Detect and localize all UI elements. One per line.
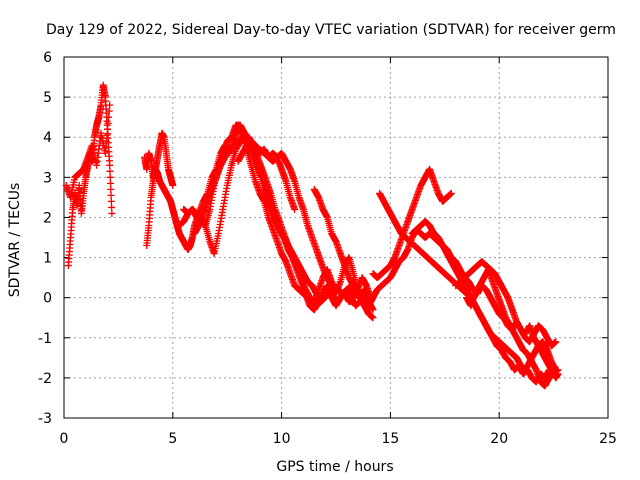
data-point: [108, 203, 116, 211]
y-tick-label: 2: [43, 210, 52, 226]
series-arc-2: [62, 101, 114, 201]
y-tick-label: 0: [43, 291, 52, 307]
data-point: [101, 149, 109, 157]
x-tick-label: 0: [60, 431, 69, 447]
data-point: [107, 185, 115, 193]
data-point: [104, 119, 112, 127]
y-tick-label: 6: [43, 50, 52, 66]
series-arc-1: [64, 81, 116, 270]
y-tick-label: 3: [43, 170, 52, 186]
data-point: [104, 125, 112, 133]
data-point: [169, 181, 177, 189]
y-axis-label: SDTVAR / TECUs: [7, 183, 23, 298]
data-point: [369, 314, 377, 322]
series-arc-9: [256, 145, 377, 314]
x-tick-label: 25: [599, 431, 617, 447]
plot-frame: [63, 56, 609, 419]
data-point: [291, 205, 299, 213]
data-point: [108, 209, 116, 217]
y-tick-label: -1: [38, 331, 52, 347]
x-tick-label: 5: [168, 431, 177, 447]
series-arc-12: [369, 165, 455, 282]
data-point: [106, 101, 114, 109]
data-point: [369, 306, 377, 314]
y-tick-label: 4: [43, 130, 52, 146]
grid-lines: [64, 57, 608, 418]
y-tick-label: 1: [43, 251, 52, 267]
y-tick-label: -3: [38, 411, 52, 427]
series-arc-14: [408, 225, 562, 382]
axis-ticks: 0 5 10 15 20 25 -3 -2 -1 0 1 2 3 4 5 6: [38, 50, 617, 447]
chart-title: Day 129 of 2022, Sidereal Day-to-day VTE…: [46, 22, 616, 38]
data-points: [62, 81, 562, 390]
data-point: [102, 143, 110, 151]
data-point: [447, 189, 455, 197]
data-point: [107, 191, 115, 199]
data-point: [103, 131, 111, 139]
series-arc-10: [310, 185, 357, 290]
x-tick-label: 20: [490, 431, 508, 447]
data-point: [105, 107, 113, 115]
data-point: [106, 161, 114, 169]
series-arc-3: [143, 129, 177, 250]
data-point: [106, 167, 114, 175]
data-point: [107, 197, 115, 205]
x-tick-label: 15: [381, 431, 399, 447]
data-point: [107, 179, 115, 187]
series-arc-13: [365, 217, 560, 374]
x-tick-label: 10: [273, 431, 291, 447]
data-point: [349, 282, 357, 290]
data-point: [106, 173, 114, 181]
data-point: [105, 113, 113, 121]
y-tick-label: -2: [38, 371, 52, 387]
y-tick-label: 5: [43, 90, 52, 106]
x-axis-label: GPS time / hours: [276, 459, 393, 475]
data-point: [102, 137, 110, 145]
